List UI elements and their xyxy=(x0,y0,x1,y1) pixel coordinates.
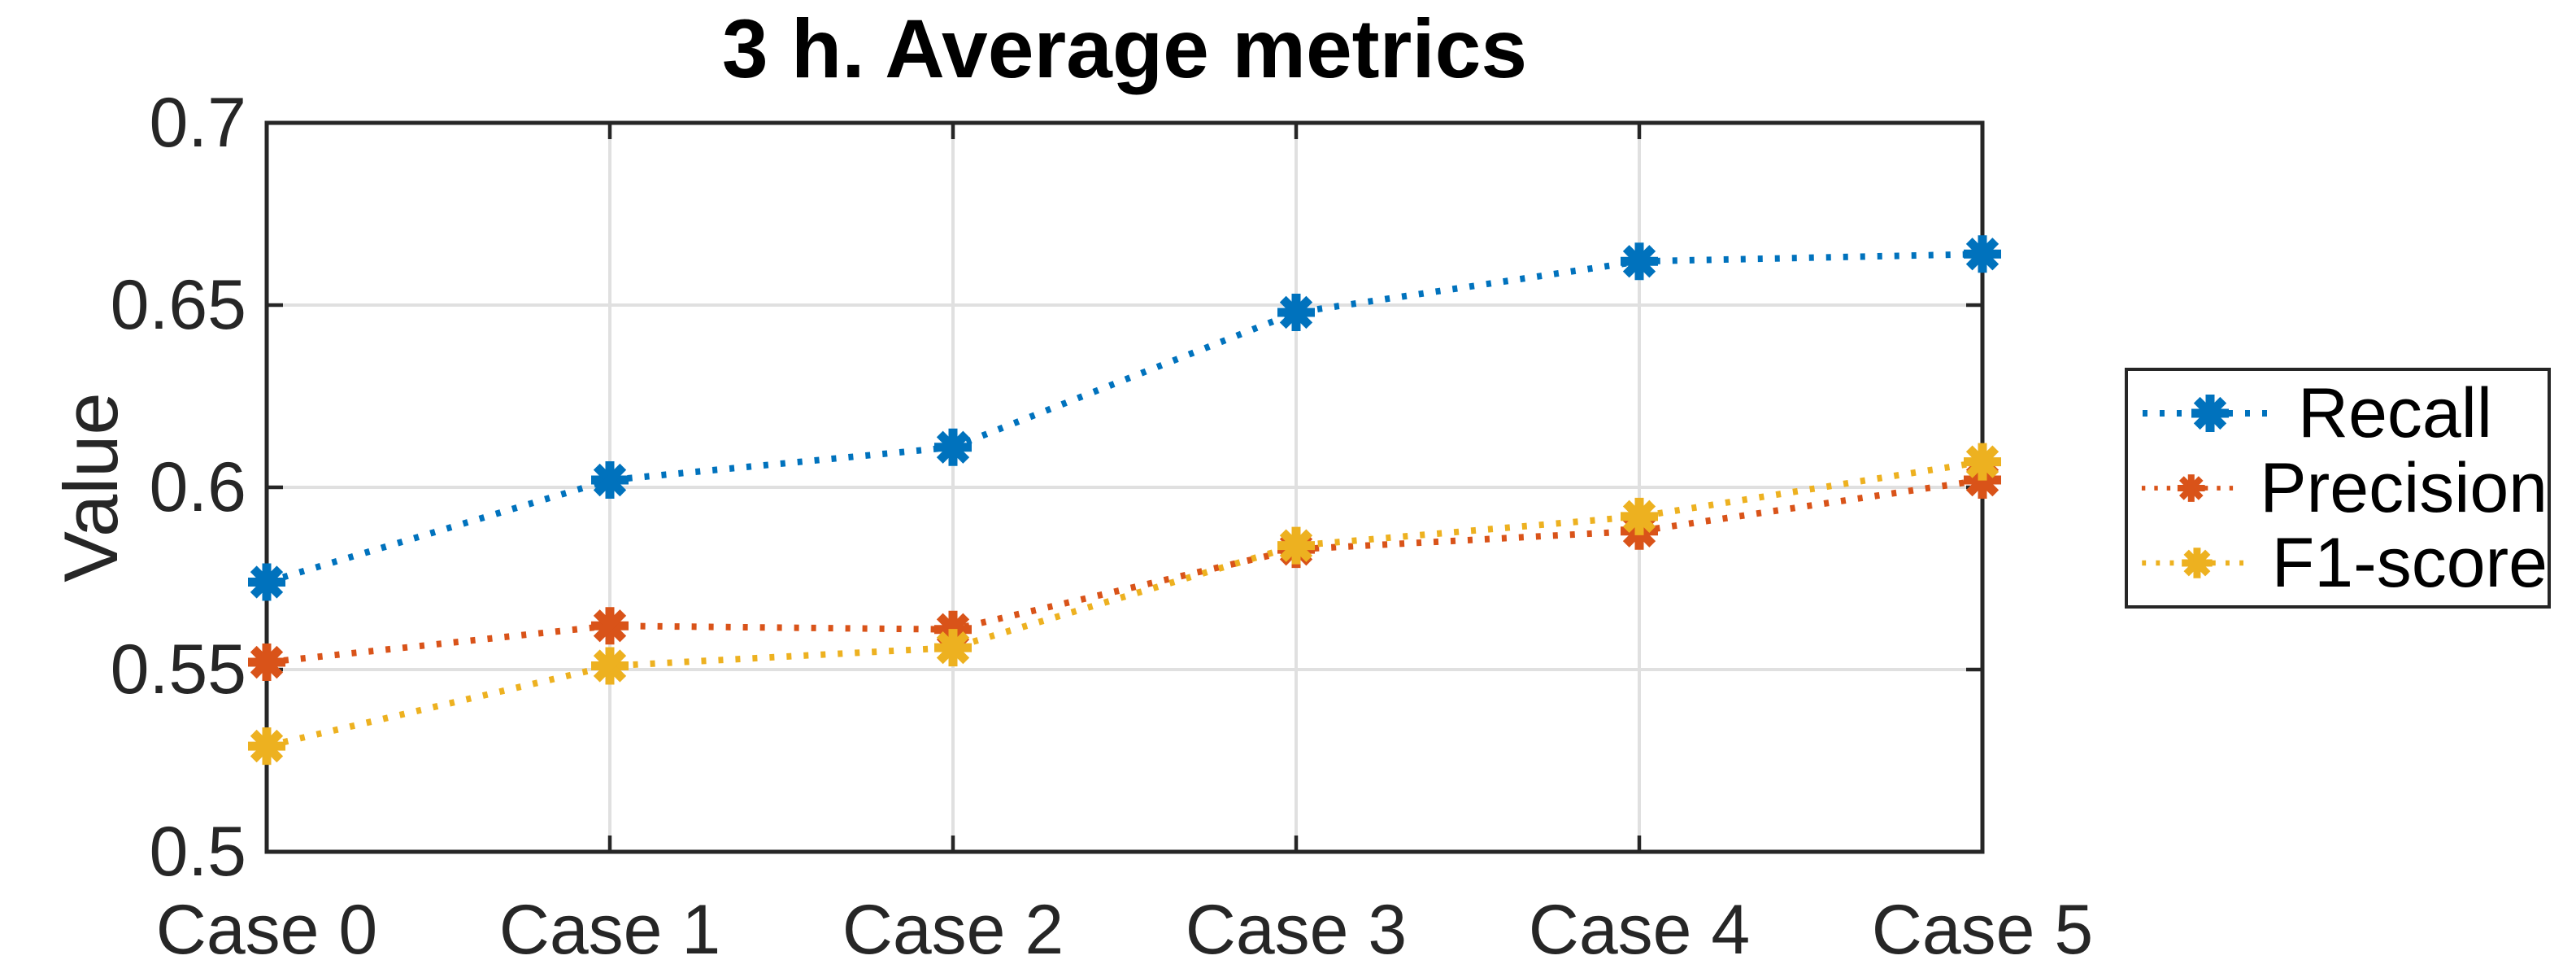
y-tick-label: 0.5 xyxy=(149,813,246,891)
marker-spoke xyxy=(1622,245,1656,278)
marker-spoke xyxy=(936,430,970,464)
legend-label: Recall xyxy=(2298,373,2492,452)
data-point-marker xyxy=(1621,242,1658,281)
legend-line-sample xyxy=(2142,548,2253,578)
chart-title: 3 h. Average metrics xyxy=(721,2,1528,95)
data-point-marker xyxy=(591,461,629,500)
series-markers-recall xyxy=(248,235,2001,601)
legend-entry-precision: Precision xyxy=(2128,448,2548,527)
data-point-marker xyxy=(2191,395,2229,432)
marker-spoke xyxy=(1622,500,1656,533)
marker-spoke xyxy=(1279,529,1313,562)
x-tick-label: Case 5 xyxy=(1871,891,2094,969)
data-point-marker xyxy=(2182,548,2213,578)
y-tick-label: 0.7 xyxy=(149,84,246,162)
legend-label: F1-score xyxy=(2271,523,2548,602)
legend-label: Precision xyxy=(2260,448,2548,527)
series-markers-f1-score xyxy=(248,443,2001,766)
gridlines xyxy=(267,123,1982,852)
x-tick-label: Case 4 xyxy=(1528,891,1751,969)
marker-spoke xyxy=(2179,476,2204,500)
marker-spoke xyxy=(2183,549,2211,577)
series-line-recall xyxy=(265,251,1983,586)
data-point-marker xyxy=(2177,474,2205,502)
marker-spoke xyxy=(1279,295,1313,329)
marker-spoke xyxy=(250,565,284,599)
x-tick-label: Case 0 xyxy=(155,891,378,969)
data-point-marker xyxy=(1964,443,2001,481)
marker-spoke xyxy=(1965,238,1999,271)
data-point-marker xyxy=(934,629,972,667)
data-point-marker xyxy=(1964,235,2001,273)
data-point-marker xyxy=(1277,526,1315,565)
x-tick-label: Case 1 xyxy=(498,891,721,969)
legend-line-sample xyxy=(2141,474,2242,502)
y-tick-label: 0.65 xyxy=(110,266,246,344)
series-line-precision xyxy=(266,477,1983,666)
marker-spoke xyxy=(250,645,284,679)
data-point-marker xyxy=(1277,293,1315,331)
legend-entry-recall: Recall xyxy=(2128,373,2548,452)
x-tick-label: Case 2 xyxy=(842,891,1064,969)
marker-spoke xyxy=(593,463,627,497)
legend-line-sample xyxy=(2143,395,2278,432)
data-point-marker xyxy=(248,727,285,766)
legend-entry-f1-score: F1-score xyxy=(2128,524,2548,602)
data-point-marker xyxy=(934,428,972,466)
y-tick-label: 0.55 xyxy=(110,630,246,709)
marker-spoke xyxy=(250,729,284,763)
marker-spoke xyxy=(593,609,627,643)
data-point-marker xyxy=(248,563,285,601)
marker-spoke xyxy=(593,649,627,683)
y-tick-label: 0.6 xyxy=(149,448,246,526)
data-point-marker xyxy=(591,607,629,645)
marker-spoke xyxy=(1965,445,1999,478)
marker-spoke xyxy=(2193,396,2227,430)
data-point-marker xyxy=(248,644,285,682)
x-tick-label: Case 3 xyxy=(1185,891,1408,969)
series-markers-precision xyxy=(248,461,2001,682)
series-line-f1-score xyxy=(266,458,1983,749)
legend: Recall Precision F1-score xyxy=(2125,368,2551,609)
data-point-marker xyxy=(591,647,629,685)
marker-spoke xyxy=(936,630,970,665)
data-point-marker xyxy=(1621,497,1658,535)
